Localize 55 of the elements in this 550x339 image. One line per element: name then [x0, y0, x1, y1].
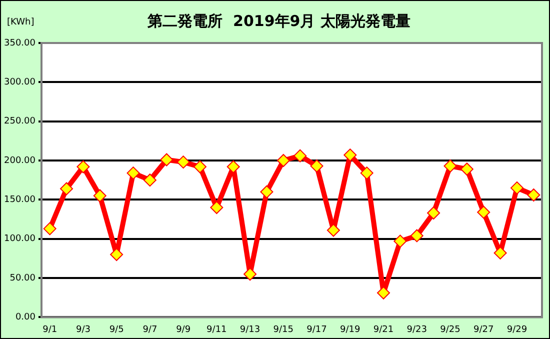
- point: [160, 153, 174, 166]
- x-tick-label: 9/21: [373, 324, 394, 335]
- x-tick-label: 9/9: [176, 324, 191, 335]
- point: [226, 160, 240, 174]
- y-axis-title: [KWh]: [7, 17, 34, 28]
- point: [344, 148, 357, 162]
- chart-title: 第二発電所 2019年9月 太陽光発電量: [146, 12, 410, 30]
- y-tick-label: 200.00: [4, 156, 36, 166]
- x-tick-label: 9/19: [340, 324, 361, 335]
- point: [43, 222, 56, 236]
- point: [326, 224, 340, 237]
- x-tick-label: 9/17: [306, 324, 327, 335]
- point: [126, 166, 140, 180]
- point: [93, 189, 106, 202]
- y-tick-label: 0.00: [15, 312, 36, 323]
- point: [427, 206, 440, 220]
- point: [444, 160, 457, 172]
- point: [294, 149, 307, 162]
- x-tick-label: 9/25: [440, 324, 460, 335]
- point: [76, 160, 90, 174]
- point: [110, 248, 124, 262]
- x-tick-label: 9/7: [142, 324, 158, 335]
- point: [210, 201, 224, 214]
- y-tick-label: 50.00: [10, 273, 36, 284]
- y-tick-label: 250.00: [4, 116, 36, 127]
- y-tick-label: 150.00: [4, 195, 36, 206]
- point: [460, 162, 474, 176]
- point: [193, 160, 206, 174]
- x-tick-label: 9/5: [109, 324, 124, 335]
- point: [360, 166, 374, 180]
- x-tick-label: 9/29: [506, 324, 528, 335]
- point: [510, 181, 524, 194]
- point: [276, 154, 290, 168]
- y-tick-label: 300.00: [4, 78, 36, 88]
- x-tick-label: 9/13: [240, 324, 260, 335]
- point: [477, 206, 490, 219]
- point: [394, 234, 407, 248]
- x-tick-label: 9/3: [76, 324, 90, 335]
- point: [494, 246, 507, 260]
- point: [260, 185, 274, 198]
- point: [310, 160, 324, 172]
- point: [410, 229, 424, 242]
- x-tick-label: 9/1: [42, 324, 58, 335]
- point: [527, 188, 540, 202]
- point: [244, 268, 257, 281]
- point: [60, 182, 74, 196]
- x-tick-label: 9/11: [206, 324, 227, 335]
- point: [176, 156, 190, 169]
- y-tick-label: 350.00: [4, 38, 36, 48]
- point: [377, 286, 390, 300]
- x-tick-label: 9/27: [474, 324, 494, 335]
- point: [143, 174, 156, 187]
- x-tick-label: 9/15: [273, 324, 294, 335]
- x-tick-label: 9/23: [406, 324, 427, 335]
- y-tick-label: 100.00: [4, 234, 36, 244]
